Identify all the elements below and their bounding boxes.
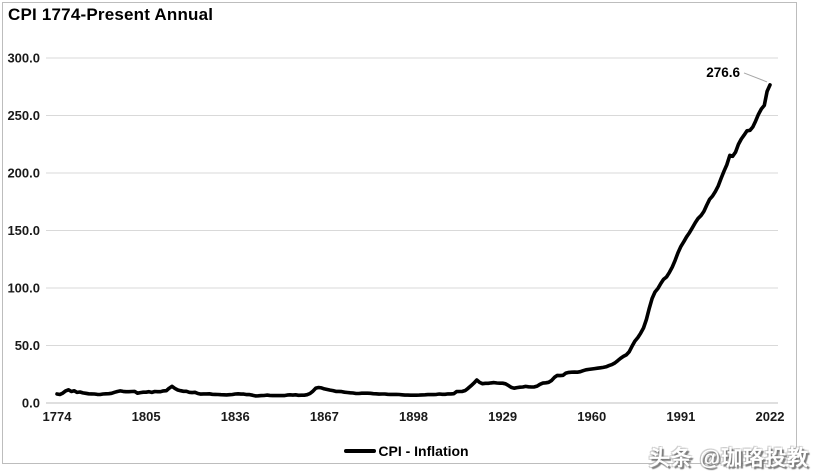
x-tick-label: 2022 — [756, 409, 785, 424]
y-tick-label: 250.0 — [7, 108, 40, 123]
y-tick-label: 150.0 — [7, 223, 40, 238]
last-value-annotation: 276.6 — [706, 65, 740, 80]
chart-frame — [2, 2, 797, 464]
y-tick-label: 200.0 — [7, 166, 40, 181]
y-tick-label: 300.0 — [7, 51, 40, 66]
cpi-line-series — [55, 83, 772, 398]
x-tick-label: 1929 — [488, 409, 517, 424]
y-tick-label: 50.0 — [15, 338, 40, 353]
legend-label: CPI - Inflation — [378, 443, 469, 459]
x-tick-label: 1991 — [666, 409, 695, 424]
x-tick-label: 1960 — [577, 409, 606, 424]
legend: CPI - Inflation — [0, 440, 813, 462]
legend-line-swatch — [344, 449, 377, 453]
x-tick-label: 1774 — [43, 409, 73, 424]
x-tick-label: 1836 — [221, 409, 250, 424]
annotation-leader-line — [743, 72, 768, 83]
watermark-toutiao: 头条 @珈珞投教 — [648, 447, 809, 470]
y-tick-label: 0.0 — [22, 396, 40, 411]
chart-title: CPI 1774-Present Annual — [8, 5, 214, 24]
x-tick-label: 1898 — [399, 409, 428, 424]
x-tick-label: 1805 — [132, 409, 161, 424]
x-tick-label: 1867 — [310, 409, 339, 424]
y-tick-label: 100.0 — [7, 281, 40, 296]
